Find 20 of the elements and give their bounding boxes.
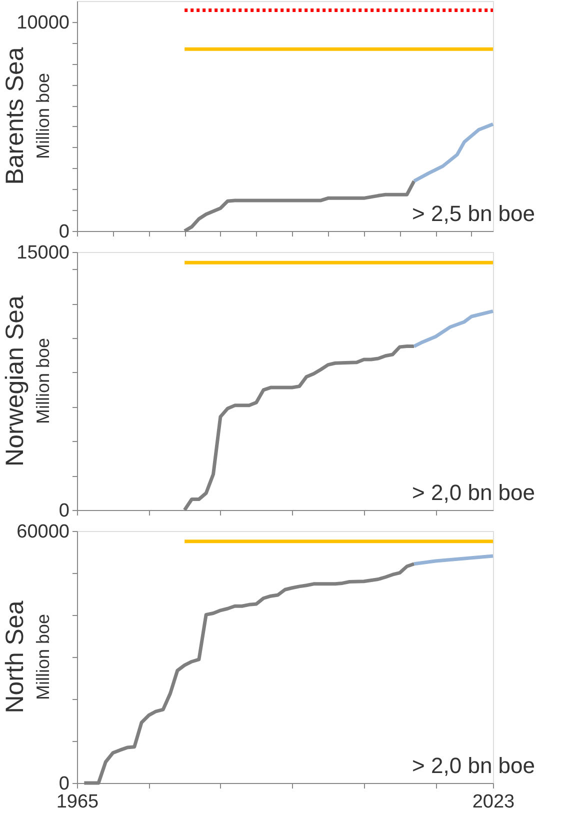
text: Barents Sea [1,47,29,185]
x-tick-label: 2023 [472,792,515,812]
annotation: > 2,0 bn boe [412,480,535,505]
y-axis-title: Million boe [33,338,53,424]
y-tick-label: 0 [58,500,70,522]
y-axis-title: Million boe [33,614,53,700]
y-tick-label: 0 [58,774,70,794]
y-tick-label: 0 [58,222,70,242]
line-series [412,309,495,348]
line-series [412,122,495,183]
y-tick-label: 10000 [16,12,70,34]
text: Norwegian Sea [1,295,29,466]
y-tick-label: 15000 [16,242,70,264]
text: North Sea [1,600,29,714]
annotation: > 2,5 bn boe [412,201,535,226]
y-tick-label: 60000 [16,522,70,542]
line-series [412,554,495,566]
y-axis-title: Million boe [33,72,53,160]
annotation: > 2,0 bn boe [412,753,535,778]
x-tick-label: 1965 [56,792,99,812]
